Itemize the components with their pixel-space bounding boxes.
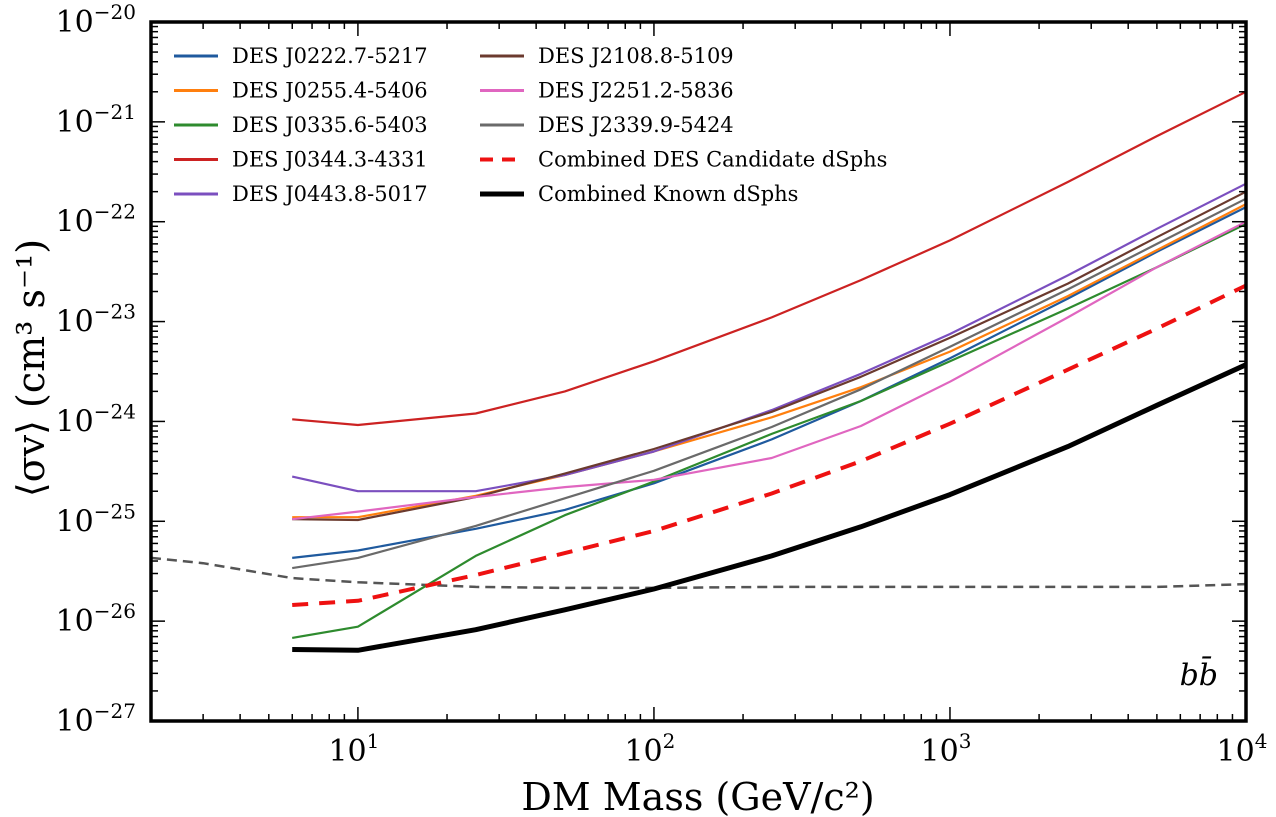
series-line-3 bbox=[292, 90, 1247, 427]
channel-annotation: bb̄ bbox=[1180, 655, 1218, 693]
legend-label-5: DES J2108.8-5109 bbox=[538, 44, 734, 68]
series-line-5 bbox=[292, 190, 1247, 522]
series-line-10 bbox=[150, 556, 1247, 590]
y-tick-label: 10−21 bbox=[56, 100, 136, 140]
y-tick-label: 10−26 bbox=[56, 599, 136, 639]
series-line-8 bbox=[292, 283, 1247, 607]
series-line-7 bbox=[292, 197, 1247, 570]
y-tick-label: 10−23 bbox=[56, 300, 136, 340]
y-tick-label: 10−25 bbox=[56, 499, 136, 539]
x-tick-label: 103 bbox=[921, 729, 972, 769]
series-line-9 bbox=[292, 362, 1248, 653]
plot-frame bbox=[149, 20, 1248, 723]
x-tick-label: 104 bbox=[1217, 729, 1268, 769]
legend-label-2: DES J0335.6-5403 bbox=[232, 113, 428, 137]
axes-frame bbox=[149, 20, 1248, 723]
legend-label-4: DES J0443.8-5017 bbox=[232, 182, 428, 206]
x-axis-label: DM Mass (GeV/c²) bbox=[521, 775, 874, 817]
legend-label-0: DES J0222.7-5217 bbox=[232, 44, 428, 68]
legend-label-3: DES J0344.3-4331 bbox=[232, 148, 428, 172]
legend-label-7: DES J2339.9-5424 bbox=[538, 113, 734, 137]
series-line-6 bbox=[292, 220, 1247, 521]
y-axis-label: ⟨σv⟩ (cm³ s⁻¹) bbox=[9, 239, 53, 497]
x-tick-label: 101 bbox=[328, 729, 379, 769]
y-tick-label: 10−24 bbox=[56, 399, 136, 439]
series-lines bbox=[150, 90, 1248, 653]
y-tick-label: 10−27 bbox=[56, 699, 136, 739]
series-line-2 bbox=[292, 222, 1247, 639]
series-line-1 bbox=[292, 203, 1247, 519]
y-tick-label: 10−20 bbox=[56, 0, 136, 40]
x-tick-label: 102 bbox=[624, 729, 675, 769]
series-line-4 bbox=[291, 182, 1247, 493]
legend: DES J0222.7-5217 DES J0255.4-5406 DES J033… bbox=[174, 44, 887, 206]
axis-ticks: 101 102 103 104 10−27 10−26 10−25 10−24 10−23 10−… bbox=[56, 0, 1268, 769]
legend-label-6: DES J2251.2-5836 bbox=[538, 79, 734, 103]
legend-label-9: Combined Known dSphs bbox=[538, 182, 798, 206]
legend-label-1: DES J0255.4-5406 bbox=[232, 79, 428, 103]
legend-label-8: Combined DES Candidate dSphs bbox=[538, 148, 887, 172]
y-tick-label: 10−22 bbox=[56, 200, 136, 240]
